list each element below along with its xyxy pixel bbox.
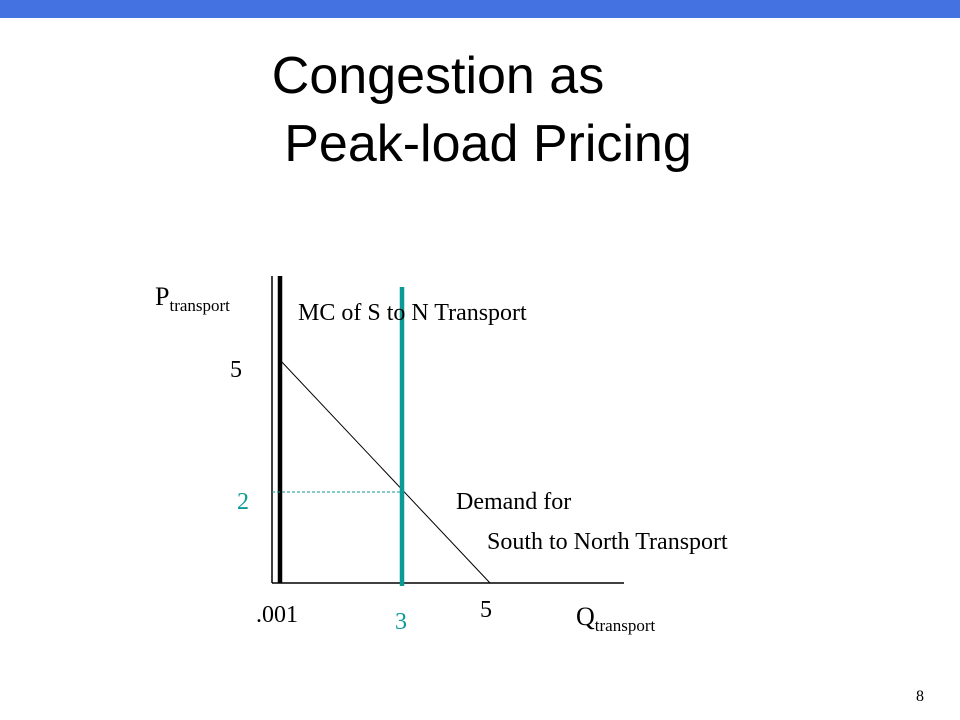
x-axis-subscript: transport — [595, 616, 656, 635]
x-axis-label: Qtransport — [576, 602, 655, 635]
mc-label: MC of S to N Transport — [298, 300, 527, 326]
price-intercept-label: 5 — [230, 357, 242, 383]
y-axis-label: Ptransport — [155, 282, 230, 315]
y-axis-subscript: transport — [169, 296, 230, 315]
top-accent-bar — [0, 0, 960, 18]
congested-quantity-label: 3 — [395, 609, 407, 635]
demand-label-line-1: Demand for — [456, 489, 571, 515]
congested-price-label: 2 — [237, 489, 249, 515]
slide-page-number: 8 — [916, 688, 924, 705]
slide-title-line-1: Congestion as — [271, 47, 605, 105]
quantity-intercept-label: 5 — [480, 597, 492, 623]
mc-quantity-label: .001 — [256, 602, 298, 628]
slide-title-line-2: Peak-load Pricing — [284, 115, 692, 173]
demand-label-line-2: South to North Transport — [487, 529, 728, 555]
demand-curve — [279, 359, 491, 584]
